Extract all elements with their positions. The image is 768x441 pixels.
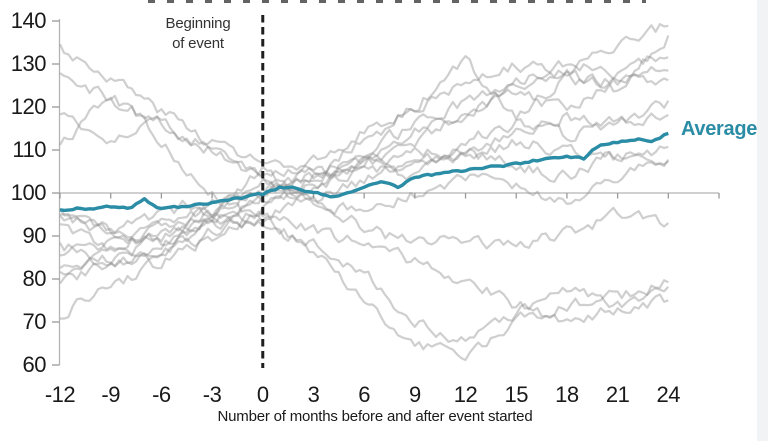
y-tick-label-90: 90 xyxy=(22,223,47,248)
episode-line-12 xyxy=(59,160,669,276)
average-series-label: Average xyxy=(681,118,758,140)
x-tick-label--6: -6 xyxy=(152,382,171,407)
episode-line-1 xyxy=(59,43,669,181)
y-tick-label-70: 70 xyxy=(22,309,47,334)
right-edge-strip xyxy=(757,0,768,441)
episode-line-6 xyxy=(59,100,670,247)
event-annotation-line1: Beginning xyxy=(165,15,231,32)
x-tick-label-6: 6 xyxy=(358,382,371,407)
y-tick-label-100: 100 xyxy=(10,180,47,205)
episode-line-11 xyxy=(59,55,669,269)
x-tick-label-0: 0 xyxy=(256,382,269,407)
episode-line-13 xyxy=(59,215,670,343)
episode-line-9 xyxy=(59,215,669,324)
event-annotation: Beginning of event xyxy=(136,14,260,54)
x-tick-label-21: 21 xyxy=(605,382,630,407)
x-tick-label-18: 18 xyxy=(555,382,579,407)
y-tick-label-80: 80 xyxy=(22,266,47,291)
episode-line-4 xyxy=(59,73,669,224)
episode-line-3 xyxy=(59,23,669,178)
y-tick-label-120: 120 xyxy=(10,94,47,119)
x-tick-label--3: -3 xyxy=(202,382,222,407)
y-tick-label-130: 130 xyxy=(10,51,47,76)
episode-line-2 xyxy=(59,72,670,250)
x-tick-label-3: 3 xyxy=(307,382,320,407)
episode-line-14 xyxy=(59,65,669,320)
y-tick-label-110: 110 xyxy=(12,137,46,162)
episode-line-10 xyxy=(59,112,669,257)
x-tick-label-9: 9 xyxy=(408,382,421,407)
x-tick-label-15: 15 xyxy=(504,382,528,407)
event-annotation-line2: of event xyxy=(172,35,224,52)
y-tick-label-140: 140 xyxy=(10,8,47,33)
cropped-title-fragments xyxy=(148,0,646,3)
x-tick-label--12: -12 xyxy=(44,382,76,407)
x-tick-label-24: 24 xyxy=(656,382,681,407)
average-line xyxy=(59,131,669,213)
y-tick-label-60: 60 xyxy=(22,352,47,377)
episode-line-7 xyxy=(59,148,670,239)
x-tick-label--9: -9 xyxy=(101,382,120,407)
x-axis-title: Number of months before and after event … xyxy=(217,408,533,425)
episode-line-8 xyxy=(59,210,669,362)
x-tick-label-12: 12 xyxy=(453,382,478,407)
